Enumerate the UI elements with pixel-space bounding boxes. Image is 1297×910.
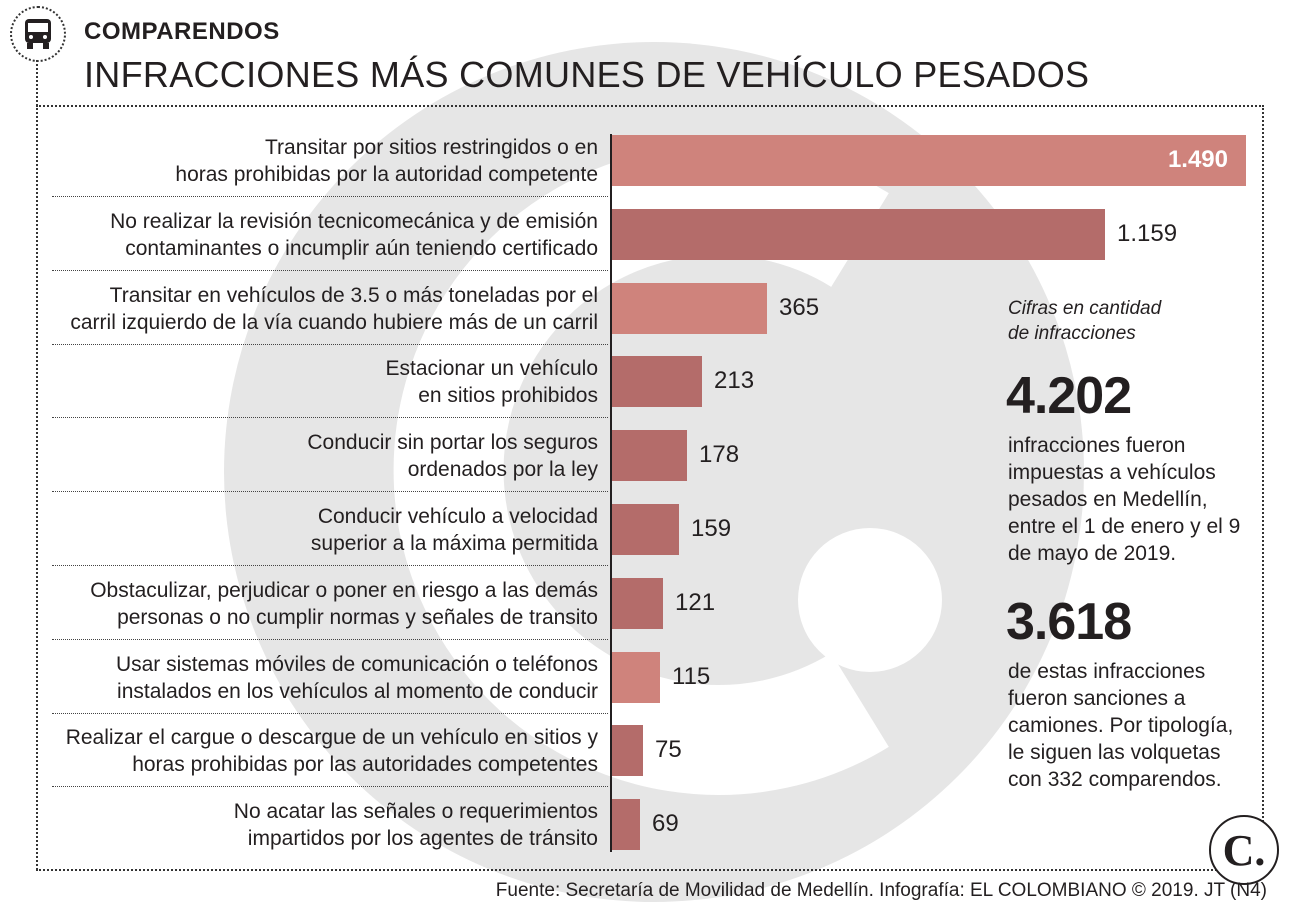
- category-label-line: carril izquierdo de la vía cuando hubier…: [70, 310, 598, 334]
- frame-left-border: [36, 60, 38, 870]
- bar: [611, 725, 643, 776]
- category-label: Transitar por sitios restringidos o en ho…: [40, 134, 598, 188]
- category-label-line: Conducir sin portar los seguros: [307, 431, 598, 455]
- category-label-line: ordenados por la ley: [407, 458, 598, 482]
- category-label-line: Obstaculizar, perjudicar o poner en ries…: [90, 578, 598, 602]
- chart-title: INFRACCIONES MÁS COMUNES DE VEHÍCULO PES…: [84, 54, 1090, 95]
- row-separator: [52, 786, 608, 787]
- stat-trucks-value: 3.618: [1006, 593, 1132, 651]
- category-label: Usar sistemas móviles de comunicación o …: [40, 651, 598, 705]
- category-label-line: Conducir vehículo a velocidad: [317, 505, 598, 528]
- stat-total-line: entre el 1 de enero y el 9: [1008, 515, 1241, 538]
- row-separator: [52, 196, 608, 197]
- value-label: 115: [672, 663, 711, 690]
- category-label-line: Transitar por sitios restringidos o en: [264, 136, 598, 159]
- value-label: 159: [691, 515, 732, 542]
- section-kicker: COMPARENDOS: [84, 18, 280, 45]
- bar: [611, 578, 663, 629]
- category-label-line: No acatar las señales o requerimientos: [233, 800, 598, 824]
- stat-trucks-line: le siguen las volquetas: [1008, 741, 1221, 764]
- category-label: Conducir sin portar los seguros ordenados…: [40, 429, 598, 483]
- truck-icon: [10, 6, 66, 62]
- bar: [611, 799, 640, 850]
- bar: [611, 209, 1105, 260]
- stat-trucks-line: de estas infracciones: [1008, 660, 1206, 683]
- category-label-line: Realizar el cargue o descargue de un veh…: [65, 726, 598, 750]
- frame-bottom-border: [36, 869, 1264, 871]
- stat-total-value: 4.202: [1006, 367, 1132, 425]
- category-label: Transitar en vehículos de 3.5 o más tone…: [40, 282, 598, 336]
- stat-trucks-line: camiones. Por tipología,: [1008, 714, 1234, 737]
- row-separator: [52, 491, 608, 492]
- category-label-line: horas prohibidas por las autoridades com…: [132, 753, 598, 777]
- bar: [611, 430, 687, 481]
- row-separator: [52, 270, 608, 271]
- stat-total-line: impuestas a vehículos: [1008, 461, 1216, 484]
- row-separator: [52, 344, 608, 345]
- category-label-line: en sitios prohibidos: [418, 384, 598, 408]
- category-label-line: impartidos por los agentes de tránsito: [247, 827, 598, 851]
- category-label-line: instalados en los vehículos al momento d…: [117, 679, 598, 703]
- category-label: No acatar las señales o requerimientos im…: [40, 798, 598, 852]
- value-label: 213: [714, 367, 755, 394]
- category-label-line: contaminantes o incumplir aún teniendo c…: [125, 236, 598, 260]
- el-colombiano-logo: C.: [1209, 815, 1279, 885]
- category-label-line: personas o no cumplir normas y señales d…: [117, 605, 598, 629]
- category-label-line: horas prohibidas por la autoridad compet…: [175, 163, 598, 186]
- chart-axis: [610, 134, 612, 852]
- frame-right-border: [1262, 105, 1264, 870]
- value-label: 178: [699, 441, 740, 468]
- stat-total-line: de mayo de 2019.: [1008, 542, 1177, 565]
- category-label: Realizar el cargue o descargue de un veh…: [40, 724, 598, 778]
- stat-trucks-line: fueron sanciones a: [1008, 687, 1186, 710]
- category-label: Conducir vehículo a velocidad superior a …: [40, 503, 598, 557]
- stat-total-line: pesados en Medellín,: [1008, 488, 1208, 511]
- category-label-line: superior a la máxima permitida: [310, 532, 598, 555]
- bar: [611, 504, 679, 555]
- value-label: 69: [652, 810, 679, 837]
- row-separator: [52, 565, 608, 566]
- bar: [611, 135, 1246, 186]
- category-label: No realizar la revisión tecnicomecánica …: [40, 208, 598, 262]
- stat-trucks-text: de estas infracciones fueron sanciones a…: [1008, 658, 1248, 793]
- value-label: 121: [675, 589, 716, 616]
- bar: [611, 652, 660, 703]
- category-label: Estacionar un vehículo en sitios prohibid…: [40, 355, 598, 409]
- stat-total-text: infracciones fueron impuestas a vehículo…: [1008, 432, 1248, 567]
- category-label-line: Usar sistemas móviles de comunicación o …: [115, 652, 598, 676]
- stat-trucks-line: con 332 comparendos.: [1008, 768, 1222, 791]
- source-credit: Fuente: Secretaría de Movilidad de Medel…: [495, 880, 1267, 901]
- value-label: 75: [655, 736, 682, 763]
- category-label: Obstaculizar, perjudicar o poner en ries…: [40, 577, 598, 631]
- category-label-line: No realizar la revisión tecnicomecánica …: [110, 209, 598, 233]
- units-note-line: de infracciones: [1008, 323, 1136, 344]
- frame-top-border: [36, 105, 1264, 107]
- bar: [611, 283, 767, 334]
- stat-total-line: infracciones fueron: [1008, 434, 1186, 457]
- category-label-line: Estacionar un vehículo: [385, 357, 598, 381]
- value-label: 1.159: [1117, 220, 1178, 247]
- row-separator: [52, 713, 608, 714]
- bar: [611, 356, 702, 407]
- category-label-line: Transitar en vehículos de 3.5 o más tone…: [109, 283, 598, 307]
- units-note-line: Cifras en cantidad: [1008, 298, 1162, 319]
- row-separator: [52, 417, 608, 418]
- value-label: 365: [779, 294, 820, 321]
- row-separator: [52, 639, 608, 640]
- value-label: 1.490: [1167, 146, 1228, 173]
- units-note: Cifras en cantidad de infracciones: [1008, 296, 1161, 346]
